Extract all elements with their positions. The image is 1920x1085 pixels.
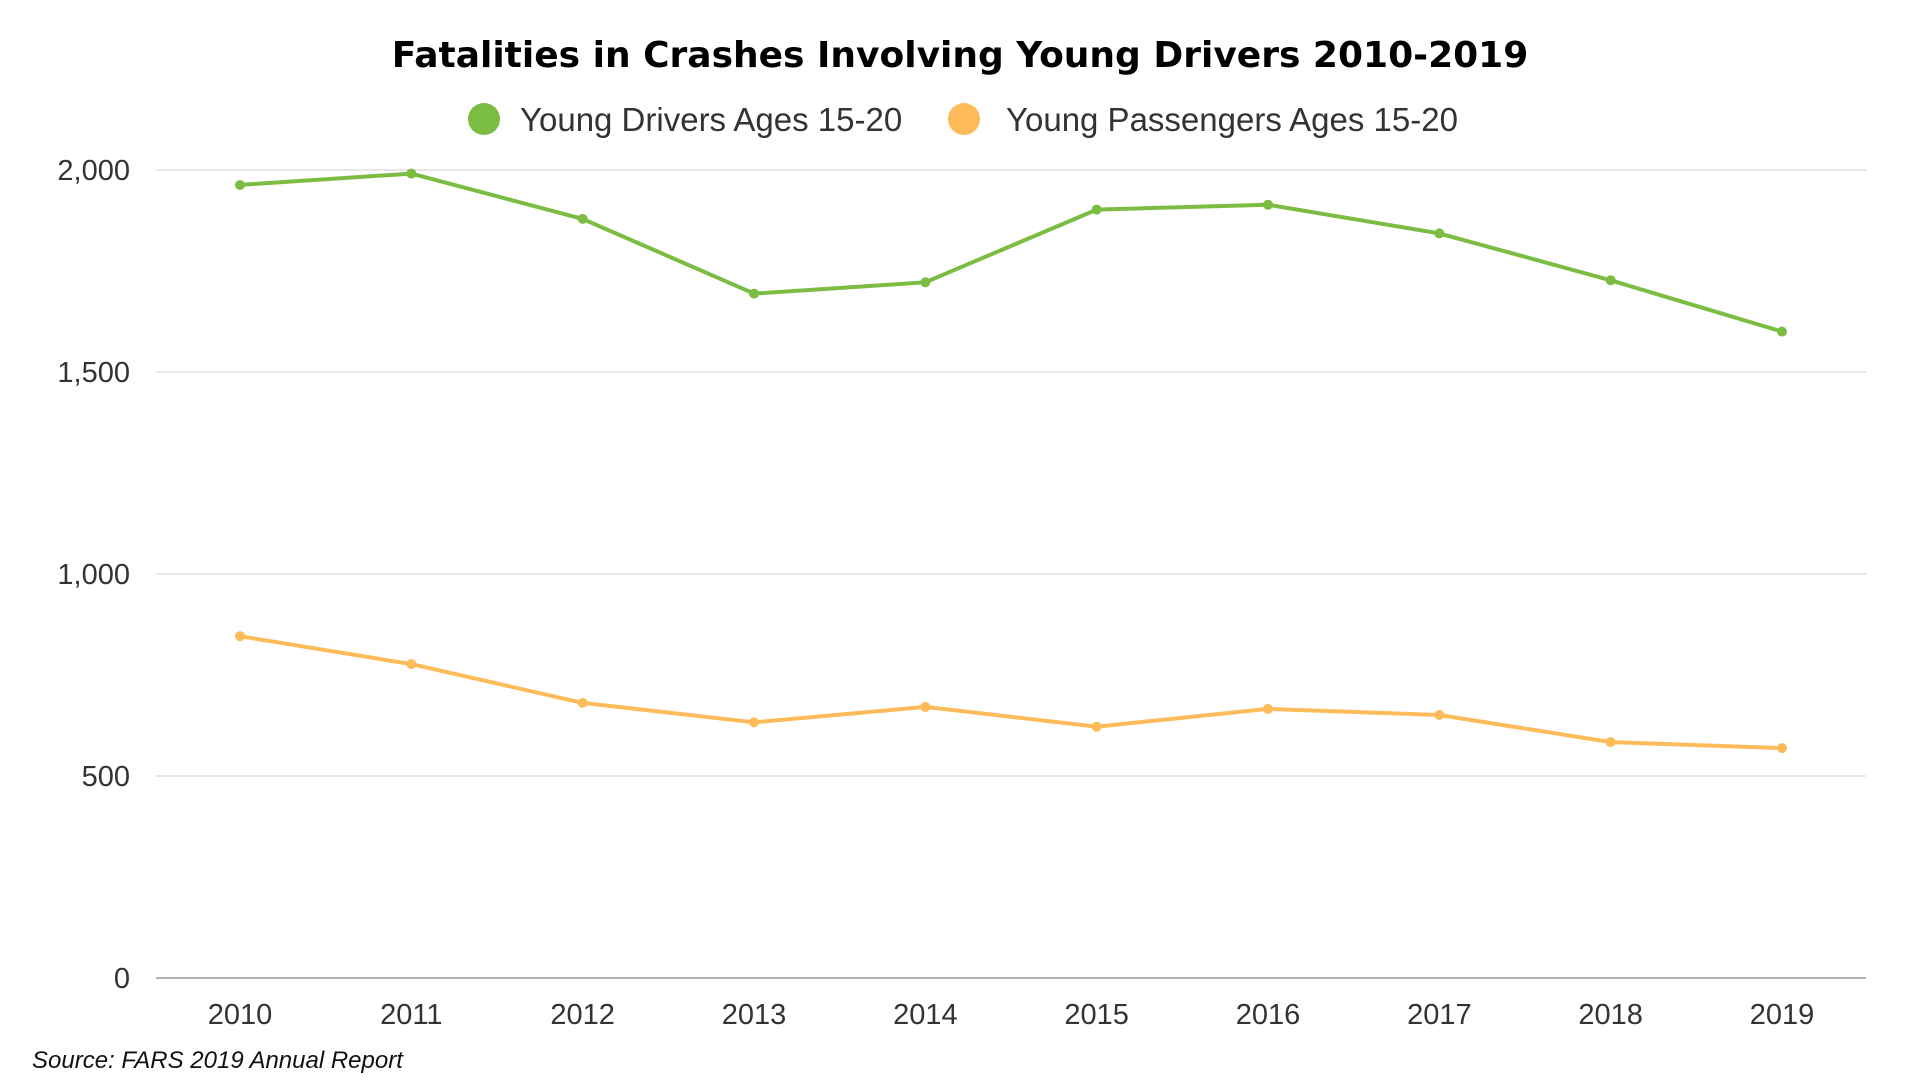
data-point	[406, 168, 417, 179]
y-tick-label: 2,000	[57, 155, 130, 187]
x-tick-label: 2016	[1236, 999, 1301, 1031]
x-tick-label: 2011	[380, 999, 442, 1031]
x-tick-label: 2017	[1407, 999, 1472, 1031]
y-tick-label: 1,500	[57, 357, 130, 389]
data-point	[1777, 743, 1787, 754]
y-axis: 0 500 1,000 1,500 2,000	[57, 155, 130, 995]
series-1	[235, 168, 1787, 337]
legend: Young Drivers Ages 15-20 Young Passengers…	[468, 101, 1458, 138]
data-point	[1091, 204, 1102, 215]
data-point	[749, 717, 759, 728]
x-tick-label: 2010	[208, 999, 273, 1031]
grid	[156, 169, 1866, 979]
x-tick-label: 2012	[550, 999, 615, 1031]
x-tick-label: 2014	[893, 999, 958, 1031]
chart-title: Fatalities in Crashes Involving Young Dr…	[392, 35, 1529, 76]
data-point	[1434, 709, 1445, 720]
data-point	[1777, 326, 1787, 337]
data-point	[1263, 703, 1273, 714]
legend-item: Young Drivers Ages 15-20	[468, 101, 902, 138]
data-point	[920, 277, 931, 288]
series-line	[238, 634, 1784, 751]
y-tick-label: 1,000	[57, 559, 130, 591]
series-layer	[235, 168, 1787, 754]
y-tick-label: 500	[82, 761, 130, 793]
x-tick-label: 2019	[1750, 999, 1815, 1031]
y-tick-label: 0	[114, 963, 130, 995]
data-point	[1263, 199, 1273, 210]
legend-marker	[948, 103, 980, 135]
data-point	[749, 288, 759, 299]
data-point	[1091, 721, 1102, 732]
legend-marker	[468, 103, 500, 135]
legend-label: Young Passengers Ages 15-20	[1006, 101, 1458, 138]
x-axis: 2010 2011 2012 2013 2014 2015 2016 2017 2018 2019	[208, 999, 1815, 1031]
series-line	[238, 171, 1784, 334]
series-2	[235, 631, 1787, 754]
data-point	[406, 659, 417, 670]
legend-label: Young Drivers Ages 15-20	[520, 101, 902, 138]
x-tick-label: 2013	[722, 999, 787, 1031]
legend-item: Young Passengers Ages 15-20	[948, 101, 1458, 138]
data-point	[1605, 737, 1616, 748]
data-point	[235, 631, 245, 642]
data-point	[1605, 275, 1616, 286]
data-point	[577, 213, 588, 224]
data-point	[235, 179, 245, 190]
x-tick-label: 2015	[1064, 999, 1129, 1031]
source-note: Source: FARS 2019 Annual Report	[32, 1047, 404, 1074]
data-point	[1434, 228, 1445, 239]
data-point	[577, 697, 588, 708]
x-tick-label: 2018	[1578, 999, 1643, 1031]
data-point	[920, 701, 931, 712]
